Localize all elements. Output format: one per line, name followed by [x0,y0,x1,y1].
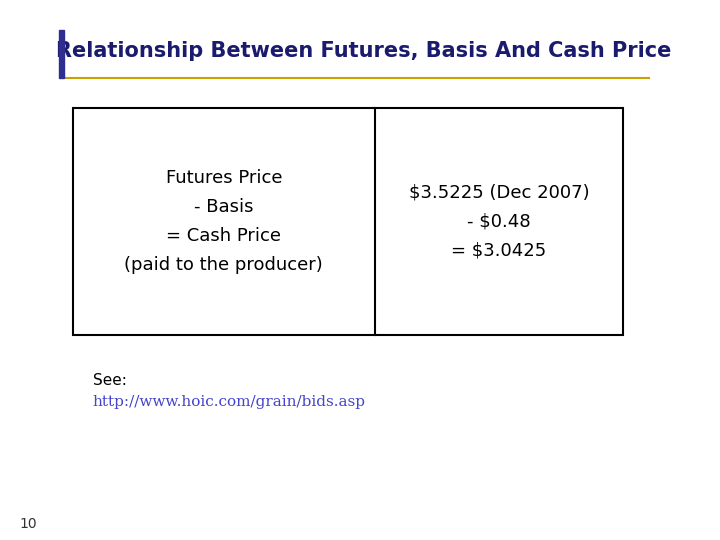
Text: $3.5225 (Dec 2007)
- $0.48
= $3.0425: $3.5225 (Dec 2007) - $0.48 = $3.0425 [408,183,589,260]
Text: 10: 10 [19,517,37,531]
Text: Futures Price
- Basis
= Cash Price
(paid to the producer): Futures Price - Basis = Cash Price (paid… [125,168,323,274]
Text: Relationship Between Futures, Basis And Cash Price: Relationship Between Futures, Basis And … [56,41,672,62]
Text: See:: See: [92,373,127,388]
FancyBboxPatch shape [73,108,623,335]
Bar [59,30,64,78]
Text: http://www.hoic.com/grain/bids.asp: http://www.hoic.com/grain/bids.asp [92,395,366,409]
